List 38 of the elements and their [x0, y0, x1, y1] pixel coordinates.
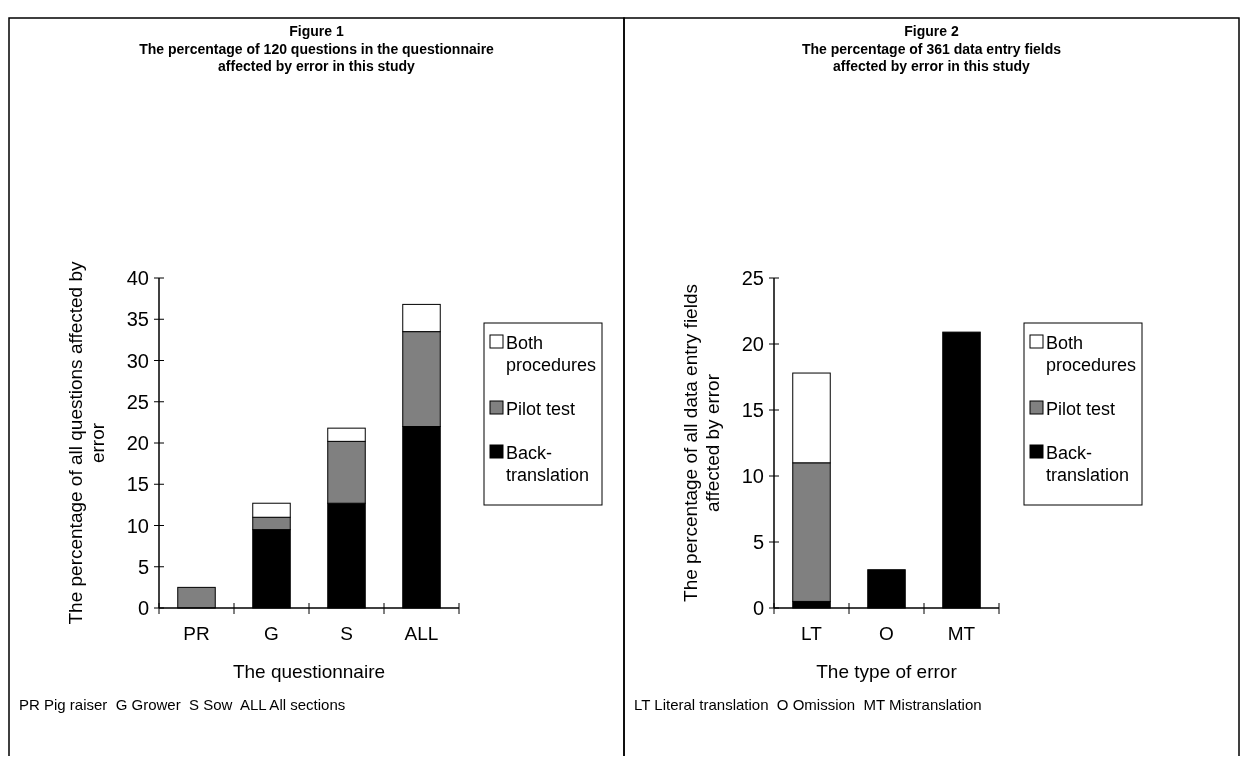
y-tick-label: 10: [126, 514, 149, 537]
y-tick-label: 30: [126, 349, 149, 372]
legend-label: Back-translation: [1046, 443, 1130, 485]
chart-title: Figure 1: [289, 23, 344, 39]
chart-subtitle: The percentage of 361 data entry fields affected by error in this study: [801, 41, 1062, 74]
x-axis-title: The questionnaire: [232, 661, 386, 682]
x-tick-label: O: [879, 623, 894, 644]
y-tick-label: 0: [752, 597, 764, 619]
x-tick-label: MT: [947, 623, 976, 644]
x-axis-title: The type of error: [816, 661, 958, 682]
y-tick-label: 25: [126, 390, 149, 413]
y-tick-label: 20: [741, 333, 764, 355]
legend-label: Back-translation: [506, 443, 590, 485]
y-tick-label: 25: [741, 267, 764, 289]
y-tick-label: 10: [741, 465, 764, 487]
y-axis-title: The percentage of all questions affected by error: [65, 261, 108, 625]
legend-label: Pilot test: [506, 399, 576, 419]
chart-subtitle: The percentage of 120 questions in the questionnaire affected by error in this study: [139, 41, 495, 74]
text: LT Literal translation O Omission MT Mistranslation: [634, 696, 982, 713]
y-tick-label: 20: [126, 432, 149, 454]
x-tick-label: G: [264, 623, 279, 644]
chart-title: Figure 2: [904, 23, 959, 39]
y-tick-label: 5: [752, 531, 764, 553]
y-tick-label: 35: [126, 308, 149, 331]
y-tick-label: 15: [741, 399, 764, 421]
x-tick-label: ALL: [404, 623, 439, 644]
legend-label: Pilot test: [1046, 399, 1116, 419]
y-tick-label: 0: [137, 597, 149, 619]
y-axis-title: The percentage of all data entry fields affected by error: [680, 284, 723, 602]
x-tick-label: PR: [183, 623, 210, 644]
text: PR Pig raiser G Grower S Sow ALL All sections: [19, 696, 346, 713]
y-tick-label: 40: [126, 267, 149, 289]
y-tick-label: 5: [137, 555, 149, 578]
legend-label: Both procedures: [506, 333, 597, 375]
legend-label: Both procedures: [1046, 333, 1137, 375]
x-tick-label: LT: [801, 623, 823, 644]
y-tick-label: 15: [126, 473, 149, 496]
x-tick-label: S: [340, 623, 353, 644]
